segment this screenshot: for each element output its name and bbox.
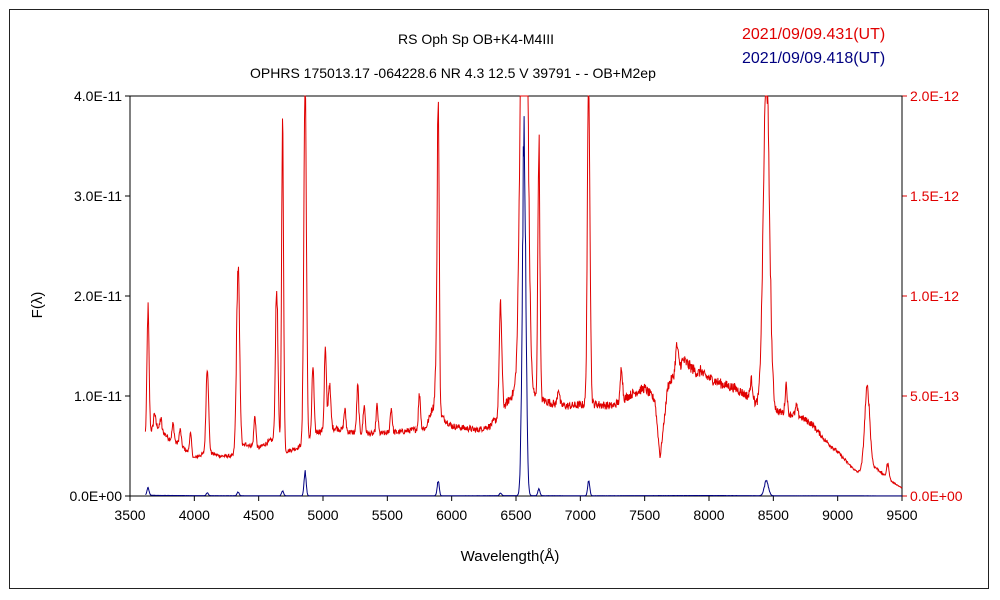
spectrum-chart: RS Oph Sp OB+K4-M4III OPHRS 175013.17 -0… <box>29 26 963 565</box>
y-left-tick-label: 4.0E-11 <box>74 88 122 104</box>
axis-ticks: 3500 4000 4500 5000 5500 6000 6500 7000 7500 8000… <box>69 88 962 523</box>
series-line-blue <box>145 116 902 497</box>
x-tick-label: 3500 <box>114 507 145 523</box>
y-left-tick-label: 3.0E-11 <box>74 188 122 204</box>
x-tick-label: 8000 <box>693 507 724 523</box>
y-right-tick-label: 5.0E-13 <box>910 388 959 404</box>
x-tick-label: 4000 <box>179 507 210 523</box>
x-tick-label: 7500 <box>629 507 660 523</box>
y-right-tick-label: 1.5E-12 <box>910 188 959 204</box>
y-left-tick-label: 0.0E+00 <box>69 488 122 504</box>
x-tick-label: 5000 <box>307 507 338 523</box>
x-tick-label: 8500 <box>758 507 789 523</box>
chart-subtitle: OPHRS 175013.17 -064228.6 NR 4.3 12.5 V … <box>250 65 656 81</box>
x-tick-label: 6000 <box>436 507 467 523</box>
y-right-tick-label: 2.0E-12 <box>910 88 959 104</box>
y-left-tick-label: 2.0E-11 <box>74 288 122 304</box>
chart-frame: RS Oph Sp OB+K4-M4III OPHRS 175013.17 -0… <box>9 9 989 589</box>
series-line-red <box>144 95 903 489</box>
x-axis-label: Wavelength(Å) <box>461 548 560 565</box>
legend-entry-blue: 2021/09/09.418(UT) <box>742 50 885 67</box>
y-left-tick-label: 1.0E-11 <box>74 388 122 404</box>
x-tick-label: 6500 <box>500 507 531 523</box>
x-tick-label: 5500 <box>372 507 403 523</box>
plot-border <box>129 95 903 497</box>
x-tick-label: 4500 <box>243 507 274 523</box>
x-tick-label: 9000 <box>822 507 853 523</box>
chart-title: RS Oph Sp OB+K4-M4III <box>398 31 554 47</box>
plot-area <box>129 95 903 497</box>
y-right-tick-label: 1.0E-12 <box>910 288 959 304</box>
legend-entry-red: 2021/09/09.431(UT) <box>742 26 885 43</box>
y-right-tick-label: 0.0E+00 <box>910 488 963 504</box>
y-axis-label: F(λ) <box>29 292 46 319</box>
x-tick-label: 9500 <box>886 507 917 523</box>
x-tick-label: 7000 <box>565 507 596 523</box>
